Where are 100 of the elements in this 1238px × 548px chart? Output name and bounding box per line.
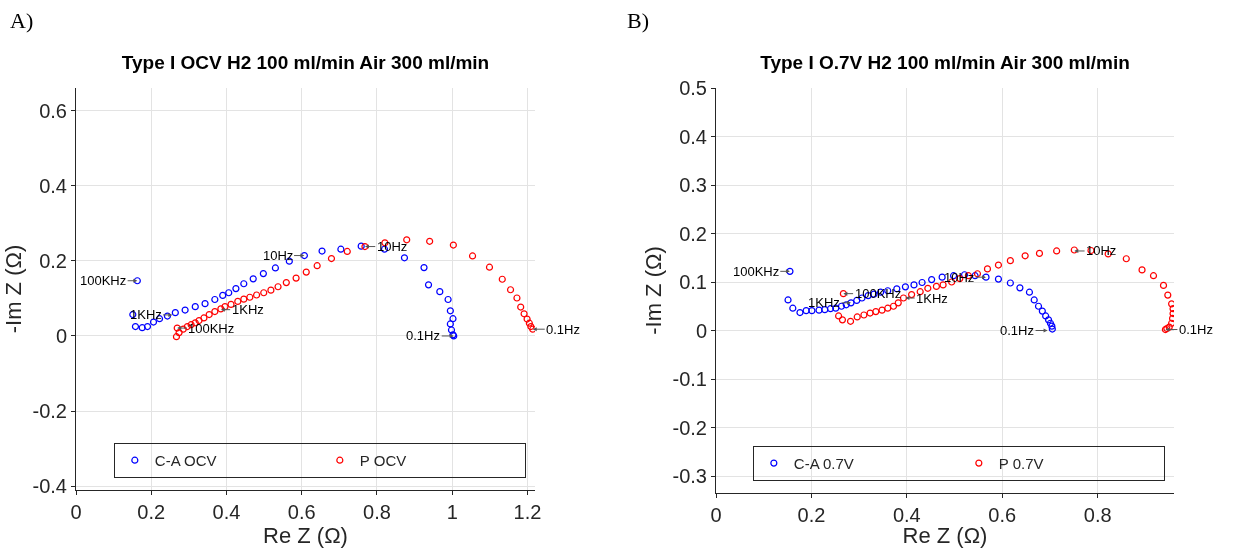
point [444, 295, 452, 304]
y-tick-label: -0.1 [672, 368, 707, 391]
point [1030, 296, 1038, 304]
point [498, 275, 506, 283]
text: A) [10, 8, 34, 34]
annotation: 1KHz [808, 295, 840, 310]
annotation: 100KHz [188, 321, 235, 336]
point [838, 316, 847, 324]
point [449, 241, 457, 249]
point [318, 247, 326, 255]
point [271, 264, 279, 272]
point [420, 263, 428, 272]
x-tick-label: 0.8 [1083, 504, 1112, 526]
point [211, 307, 219, 316]
text: B) [627, 8, 649, 34]
annotation: 0.1Hz [406, 328, 440, 343]
point [205, 310, 213, 319]
point [889, 302, 898, 310]
point [424, 281, 433, 289]
y-tick-label: 0 [695, 319, 707, 342]
point [924, 284, 932, 292]
annotation: 0.1Hz [546, 322, 580, 337]
y-tick-label: -0.2 [32, 400, 67, 423]
point [835, 312, 843, 320]
point [200, 314, 208, 322]
y-tick-label: -0.4 [32, 475, 67, 498]
point [520, 310, 528, 318]
point [842, 301, 850, 309]
chart-title: Type I O.7V H2 100 ml/min Air 300 ml/min [760, 51, 1130, 73]
point [789, 304, 797, 312]
point [1164, 291, 1172, 299]
point [1021, 252, 1029, 260]
point [860, 311, 868, 319]
legend-label: P OCV [359, 452, 407, 470]
point [175, 328, 183, 337]
point [225, 289, 233, 297]
x-tick-label: 0.6 [287, 501, 316, 523]
point [267, 286, 275, 294]
point [786, 267, 794, 275]
legend-label: P 0.7V [998, 454, 1044, 472]
annotation: 0.1Hz [1179, 322, 1213, 337]
annotation: 1KHz [916, 291, 948, 306]
point [259, 270, 267, 278]
y-axis-title: -Im Z (Ω) [1, 244, 27, 334]
point [436, 288, 444, 296]
point [513, 294, 521, 302]
point [1168, 319, 1174, 327]
point [282, 279, 290, 287]
x-tick-label: 0.4 [892, 504, 921, 526]
point [357, 242, 365, 250]
point [246, 293, 254, 301]
point [1035, 249, 1044, 257]
y-tick-label: 0.4 [39, 174, 67, 197]
x-tick-label: 1.2 [513, 501, 542, 523]
point [143, 322, 152, 331]
point [400, 254, 409, 262]
point [181, 306, 189, 314]
point [523, 315, 531, 323]
x-axis-title: Re Z (Ω) [263, 523, 348, 548]
point [796, 308, 804, 317]
point [1034, 302, 1043, 310]
point [846, 317, 855, 325]
point [191, 303, 199, 311]
point [138, 324, 146, 332]
x-tick-label: 0.6 [988, 504, 1017, 526]
annotation: 100KHz [80, 273, 127, 288]
point [221, 303, 229, 311]
point [131, 322, 140, 331]
point [1042, 312, 1050, 320]
point [163, 312, 172, 320]
point [240, 295, 248, 303]
point [918, 278, 926, 287]
x-tick-label: 0.8 [363, 501, 391, 523]
y-tick-label: 0.2 [679, 222, 707, 245]
point [517, 303, 525, 311]
point [1048, 325, 1056, 333]
point [1122, 255, 1130, 263]
point [327, 254, 336, 263]
annotation: 100KHz [733, 264, 780, 279]
chart-title: Type I OCV H2 100 ml/min Air 300 ml/min [121, 51, 490, 73]
point [1006, 279, 1014, 287]
point [994, 261, 1003, 269]
point [839, 290, 847, 298]
point [928, 275, 936, 284]
point [343, 247, 351, 256]
point [219, 291, 227, 299]
point [234, 297, 242, 305]
point [446, 307, 454, 315]
point [983, 265, 992, 273]
annotation: 1KHz [232, 302, 264, 317]
x-tick-label: 0 [70, 501, 82, 523]
point [1025, 288, 1034, 296]
y-axis-title: -Im Z (Ω) [641, 246, 667, 335]
point [260, 289, 268, 297]
legend-label: C-A OCV [154, 452, 217, 470]
point [525, 319, 533, 327]
point [240, 280, 248, 288]
point [485, 263, 494, 271]
point [232, 285, 240, 293]
x-tick-label: 0.4 [212, 501, 241, 523]
